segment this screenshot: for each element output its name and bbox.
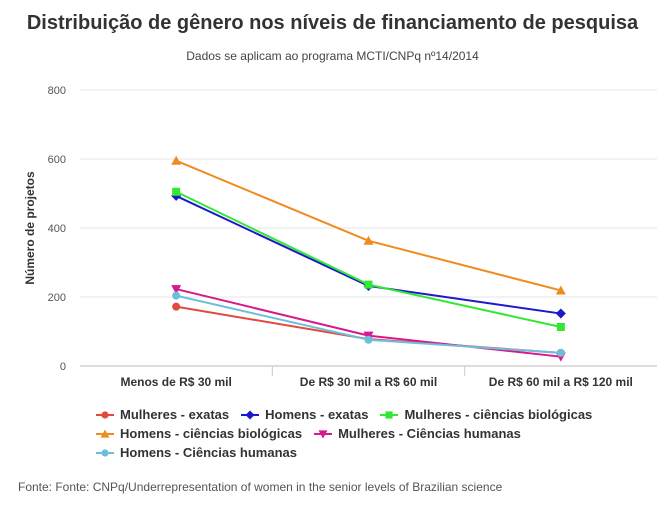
- series-line: [175, 159, 562, 292]
- legend-label: Mulheres - ciências biológicas: [404, 407, 593, 422]
- legend-item[interactable]: Mulheres - exatas: [96, 405, 229, 424]
- series-line: [175, 294, 561, 354]
- data-point[interactable]: [172, 302, 181, 311]
- series-line: [175, 190, 562, 328]
- x-tick-labels: Menos de R$ 30 mil De R$ 30 mil a R$ 60 m…: [120, 375, 632, 389]
- legend-item[interactable]: Homens - exatas: [241, 405, 368, 424]
- series-group: [171, 155, 566, 362]
- data-point[interactable]: [172, 291, 181, 300]
- data-point[interactable]: [363, 235, 374, 245]
- series-line: [175, 195, 561, 315]
- legend: Mulheres - exatas Homens - exatas Mulheres…: [96, 405, 616, 462]
- data-point[interactable]: [555, 285, 566, 295]
- series-3: [172, 187, 565, 332]
- source-note: Fonte: Fonte: CNPq/Underrepresentation o…: [18, 480, 503, 494]
- legend-symbol: [314, 429, 333, 438]
- legend-symbol: [96, 429, 114, 438]
- legend-label: Homens - exatas: [265, 407, 369, 422]
- data-point[interactable]: [556, 348, 565, 357]
- y-tick-label: 0: [60, 361, 66, 373]
- y-axis-label: Número de projetos: [23, 171, 37, 285]
- data-point[interactable]: [171, 155, 182, 165]
- x-tick-label: De R$ 30 mil a R$ 60 mil: [300, 375, 437, 389]
- series-line: [175, 288, 561, 358]
- legend-label: Homens - ciências biológicas: [120, 426, 303, 441]
- legend-item[interactable]: Mulheres - Ciências humanas: [314, 424, 521, 443]
- series-4: [171, 155, 566, 295]
- legend-item[interactable]: Homens - Ciências humanas: [96, 443, 297, 462]
- data-point[interactable]: [172, 187, 181, 196]
- chart-subtitle: Dados se aplicam ao programa MCTI/CNPq n…: [186, 49, 479, 63]
- y-tick-label: 800: [48, 85, 66, 97]
- legend-symbol: [241, 410, 260, 419]
- y-tick-label: 200: [48, 292, 66, 304]
- data-point[interactable]: [364, 335, 373, 344]
- legend-symbol: [96, 448, 114, 457]
- legend-label: Homens - Ciências humanas: [120, 445, 297, 460]
- x-tick-label: Menos de R$ 30 mil: [120, 375, 231, 389]
- data-point[interactable]: [556, 323, 565, 332]
- chart-title: Distribuição de gênero nos níveis de fin…: [26, 12, 639, 34]
- data-point[interactable]: [555, 308, 566, 319]
- y-tick-label: 400: [48, 223, 66, 235]
- data-point[interactable]: [364, 280, 373, 289]
- y-tick-label: 600: [48, 154, 66, 166]
- legend-label: Mulheres - Ciências humanas: [338, 426, 521, 441]
- y-tick-labels: 0 200 400 600 800: [48, 85, 66, 373]
- legend-item[interactable]: Homens - ciências biológicas: [96, 424, 302, 443]
- legend-label: Mulheres - exatas: [120, 407, 230, 422]
- data-point[interactable]: [171, 285, 182, 295]
- x-tick-label: De R$ 60 mil a R$ 120 mil: [489, 375, 633, 389]
- series-6: [172, 291, 565, 357]
- legend-symbol: [380, 410, 399, 419]
- legend-symbol: [96, 410, 114, 419]
- legend-item[interactable]: Mulheres - ciências biológicas: [380, 405, 592, 424]
- line-chart: 0 200 400 600 800 Menos de R$ 30 mil De R$ 30…: [23, 85, 657, 389]
- series-2: [171, 190, 566, 319]
